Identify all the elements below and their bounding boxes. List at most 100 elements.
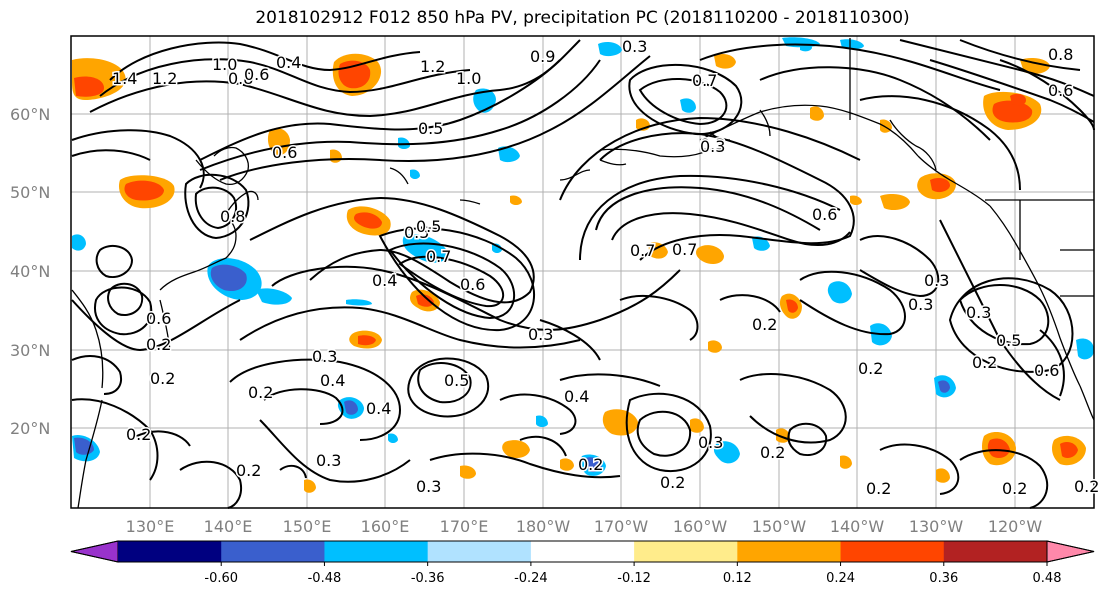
colorbar-ticks: -0.60 -0.48 -0.36 -0.24 -0.12 0.12 0.24 0.36 0.4…: [204, 562, 1062, 586]
lon-label-180w: 180°W: [516, 517, 571, 536]
colorbar-segment: [840, 541, 945, 562]
contour-label: 0.6: [272, 143, 297, 162]
contour-label: 0.3: [908, 295, 933, 314]
colorbar-tick-label: -0.48: [308, 571, 342, 586]
colorbar-segment: [70, 540, 119, 563]
contour-label: 0.3: [416, 477, 441, 496]
contour-label: 0.6: [460, 275, 485, 294]
lon-label-120w: 120°W: [988, 517, 1043, 536]
lon-label-160w: 160°W: [673, 517, 728, 536]
colorbar-tick-label: 0.36: [929, 571, 958, 586]
contour-label: 0.9: [530, 47, 555, 66]
contour-label: 0.3: [312, 347, 337, 366]
contour-label: 0.3: [528, 325, 553, 344]
contour-label: 0.7: [692, 71, 717, 90]
contour-label: 0.4: [276, 53, 301, 72]
colorbar-segment: [1046, 540, 1095, 563]
colorbar-tick-label: 0.12: [723, 571, 752, 586]
lat-label-50n: 50°N: [10, 183, 50, 202]
contour-label: 0.3: [700, 137, 725, 156]
colorbar-segment: [324, 541, 429, 562]
contour-label: 0.6: [812, 205, 837, 224]
contour-label: 0.6: [146, 309, 171, 328]
contour-label: 0.2: [972, 353, 997, 372]
contour-label: 0.2: [1074, 477, 1099, 496]
contour-label: 0.3: [622, 37, 647, 56]
contour-label: 0.8: [228, 69, 253, 88]
contour-label: 0.5: [418, 119, 443, 138]
lon-label-130e: 130°E: [126, 517, 175, 536]
lon-label-170w: 170°W: [594, 517, 649, 536]
contour-label: 0.2: [126, 425, 151, 444]
contour-label: 0.2: [760, 443, 785, 462]
colorbar-tick-label: 0.24: [826, 571, 855, 586]
contour-label: 0.3: [966, 303, 991, 322]
precip-shading: [72, 37, 1094, 493]
contour-label: 0.7: [426, 247, 451, 266]
lat-label-20n: 20°N: [10, 419, 50, 438]
contour-label: 0.3: [316, 451, 341, 470]
contour-label: 0.7: [630, 241, 655, 260]
contour-label: 0.2: [752, 315, 777, 334]
colorbar-tick-label: -0.24: [514, 571, 548, 586]
lon-label-140w: 140°W: [830, 517, 885, 536]
contour-label: 0.4: [366, 399, 391, 418]
contour-label: 0.5: [416, 217, 441, 236]
contour-label: 1.4: [112, 69, 137, 88]
contour-label: 0.2: [150, 369, 175, 388]
contour-label: 0.2: [660, 473, 685, 492]
contour-label: 1.0: [212, 55, 237, 74]
colorbar-segment: [737, 541, 842, 562]
contour-label: 0.2: [236, 461, 261, 480]
lon-label-150w: 150°W: [752, 517, 807, 536]
lon-label-130w: 130°W: [909, 517, 964, 536]
colorbar-outline: [70, 540, 1095, 563]
lon-label-140e: 140°E: [204, 517, 253, 536]
contour-label: 0.3: [700, 135, 725, 154]
contour-label: 0.2: [866, 479, 891, 498]
colorbar-tick-label: -0.12: [617, 571, 651, 586]
colorbar-segment: [530, 541, 635, 562]
contour-label: 0.6: [1034, 361, 1059, 380]
lat-label-30n: 30°N: [10, 341, 50, 360]
contour-label: 0.4: [320, 371, 345, 390]
colorbar-segment: [943, 541, 1048, 562]
lat-label-60n: 60°N: [10, 105, 50, 124]
contour-label: 1.2: [152, 69, 177, 88]
contour-label: 0.6: [244, 65, 269, 84]
map-frame: [70, 35, 1095, 509]
contour-label: 0.6: [1048, 81, 1073, 100]
contour-label: 0.3: [698, 433, 723, 452]
contour-label: 0.5: [404, 223, 429, 242]
contour-label: 0.7: [672, 240, 697, 259]
contour-label: 0.8: [1048, 45, 1073, 64]
contour-label: 0.4: [564, 387, 589, 406]
lat-label-40n: 40°N: [10, 262, 50, 281]
lon-label-150e: 150°E: [283, 517, 332, 536]
contour-label: 0.2: [1002, 479, 1027, 498]
map-title: 2018102912 F012 850 hPa PV, precipitatio…: [255, 8, 910, 28]
contour-label: 0.3: [924, 271, 949, 290]
contour-label: 0.8: [220, 207, 245, 226]
colorbar-segment: [634, 541, 738, 562]
colorbar-tick-label: -0.60: [204, 571, 238, 586]
colorbar: [70, 540, 1095, 563]
colorbar-segment: [427, 541, 532, 562]
coastlines: [71, 38, 1095, 509]
contour-label: 0.4: [372, 271, 397, 290]
contour-label: 0.5: [996, 331, 1021, 350]
colorbar-segment: [118, 541, 222, 562]
contour-label: 1.2: [420, 57, 445, 76]
contour-label: 0.2: [248, 383, 273, 402]
contour-label: 0.2: [858, 359, 883, 378]
colorbar-tick-label: -0.36: [411, 571, 445, 586]
colorbar-segment: [221, 541, 325, 562]
colorbar-tick-label: 0.48: [1033, 571, 1062, 586]
contour-label: 0.2: [578, 455, 603, 474]
contour-label: 0.2: [146, 335, 171, 354]
contour-label: 0.5: [444, 371, 469, 390]
contour-label: 1.0: [456, 69, 481, 88]
lon-label-170e: 170°E: [440, 517, 489, 536]
contour-label-group: 1.4 1.21.00.80.60.4 1.21.00.50.30.60.90.70…: [111, 36, 1101, 500]
